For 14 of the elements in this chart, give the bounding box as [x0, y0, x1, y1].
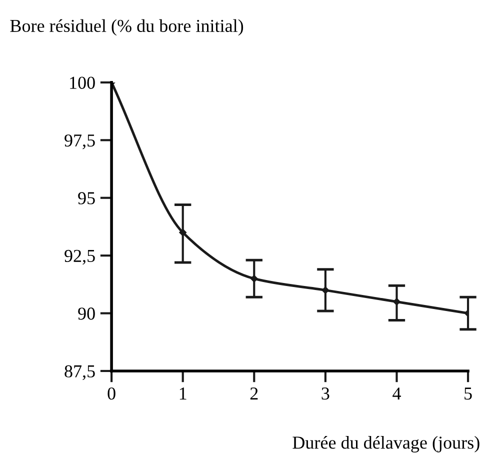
x-tick-label: 0: [108, 387, 116, 400]
x-tick-label: 4: [392, 388, 401, 400]
y-tick-label: 95: [78, 192, 95, 204]
x-tick-label: 1: [180, 388, 186, 400]
x-tick-label: 2: [250, 388, 258, 400]
y-tick-label: 90: [78, 308, 95, 320]
x-tick-label: 5: [464, 388, 472, 400]
y-tick-label: 97,5: [64, 134, 95, 150]
y-tick-label: 100: [70, 76, 95, 89]
y-axis-title: Bore résiduel (% du bore initial): [10, 19, 244, 36]
x-axis-title: Durée du délavage (jours): [292, 436, 480, 452]
y-tick-label: 87,5: [64, 365, 95, 380]
x-tick-label: 3: [322, 388, 330, 400]
y-tick-label: 92,5: [64, 250, 95, 265]
